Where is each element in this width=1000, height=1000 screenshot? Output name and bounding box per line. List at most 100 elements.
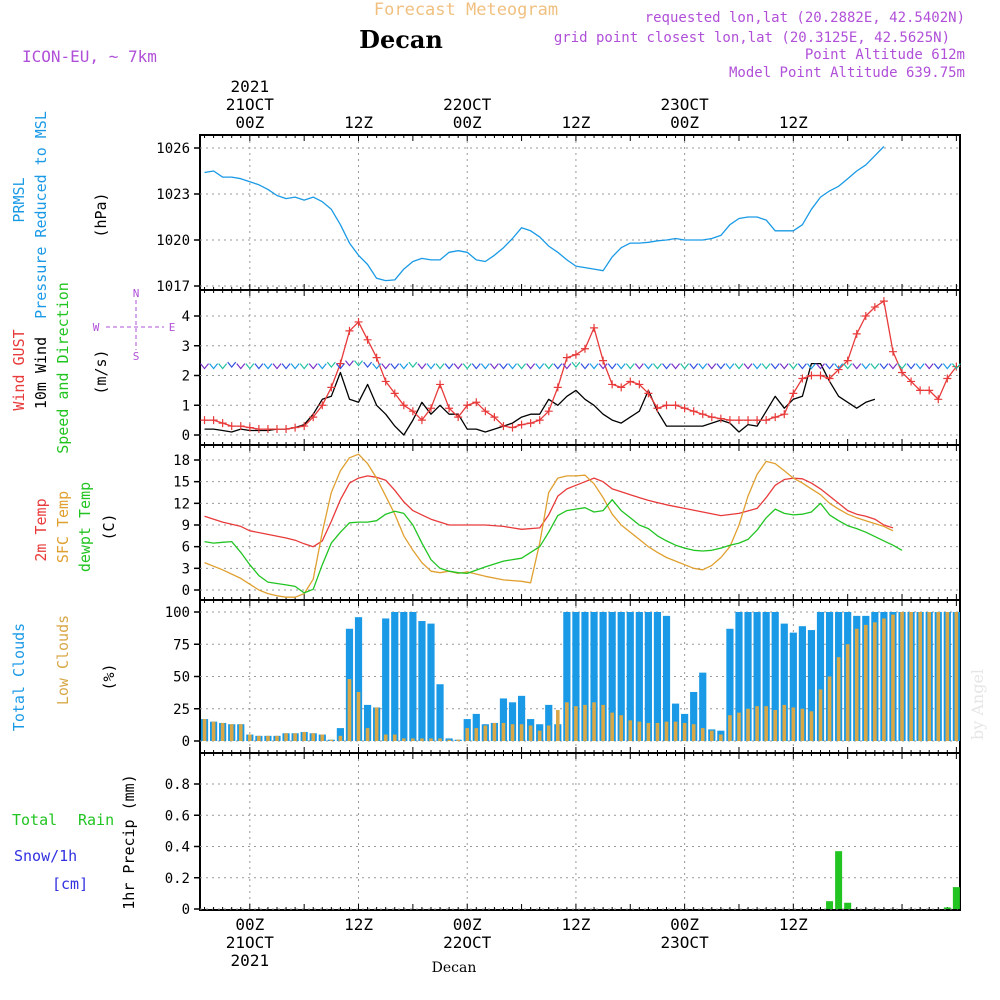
low-clouds-bar — [528, 725, 533, 741]
low-clouds-bar — [891, 614, 895, 741]
total-clouds-bar — [635, 612, 643, 741]
low-clouds-bar — [637, 721, 642, 741]
top-time-label: 00Z — [453, 113, 482, 132]
bottom-time-label: 12Z — [344, 915, 373, 934]
wind-direction-arrow — [236, 363, 246, 370]
wind-label-10m: 10m Wind — [32, 337, 50, 409]
ytick-label: 2 — [182, 369, 190, 385]
wind-direction-arrow — [734, 363, 744, 370]
low-clouds-bar — [827, 676, 832, 741]
low-clouds-bar — [628, 720, 633, 741]
wind-direction-arrow — [825, 363, 835, 370]
wind-direction-arrow — [906, 363, 916, 370]
gust-marker — [499, 422, 508, 431]
ytick-label: 15 — [173, 475, 190, 491]
gust-marker — [771, 413, 780, 422]
total-clouds-bar — [418, 621, 426, 741]
total-clouds-bar — [789, 632, 797, 741]
gust-marker — [336, 359, 345, 368]
gust-marker — [870, 303, 879, 312]
gust-marker — [282, 425, 291, 434]
compass-s: S — [133, 350, 140, 363]
wind-direction-arrow — [870, 363, 880, 370]
gridpoint-coords: grid point closest lon,lat (20.3125E, 42… — [554, 30, 950, 46]
wind-direction-arrow — [408, 361, 418, 369]
wind-ylabel: Wind GUST 10m Wind Speed and Direction (… — [10, 282, 110, 454]
gust-marker — [571, 350, 580, 359]
low-clouds-bar — [392, 734, 397, 741]
low-clouds-bar — [664, 721, 669, 741]
pressure-series — [204, 146, 885, 282]
low-clouds-bar — [737, 712, 741, 741]
ytick-label: 100 — [165, 605, 190, 621]
low-clouds-bar — [583, 704, 587, 741]
gust-marker — [508, 423, 517, 432]
low-clouds-bar — [592, 702, 596, 741]
low-clouds-bar — [238, 724, 243, 741]
bottom-time-label: 21OCT — [226, 933, 275, 952]
wind-direction-arrow — [643, 363, 653, 370]
requested-coords: requested lon,lat (20.2882E, 42.5402N) — [645, 10, 965, 26]
low-clouds-bar — [945, 612, 950, 741]
ytick-label: 0.8 — [165, 777, 190, 793]
gust-marker — [254, 425, 263, 434]
precip-ylabel: 1hr Precip (mm) — [120, 774, 138, 909]
gust-marker — [426, 404, 435, 413]
low-clouds-bar — [456, 739, 460, 741]
wind-direction-arrow — [607, 363, 617, 370]
wind-direction-arrow — [598, 363, 608, 370]
gust-marker — [762, 416, 771, 425]
low-clouds-bar — [601, 704, 605, 741]
ytick-label: 1023 — [156, 187, 190, 203]
total-clouds-bar — [354, 617, 363, 741]
gust-marker — [888, 347, 897, 356]
total-clouds-bar — [545, 704, 553, 741]
low-clouds-bar — [402, 738, 406, 741]
low-clouds-bar — [836, 657, 841, 741]
gust-marker — [807, 371, 816, 380]
wind-direction-arrow — [725, 363, 735, 370]
wind-label-gust: Wind GUST — [10, 329, 28, 410]
wind-direction-arrow — [843, 363, 853, 370]
low-clouds-bar — [220, 722, 225, 741]
low-clouds-bar — [863, 624, 868, 741]
low-clouds-bar — [764, 706, 768, 741]
total-clouds-bar — [391, 612, 399, 741]
wind-direction-arrow — [743, 363, 753, 370]
low-clouds-bar — [311, 733, 316, 741]
wind-direction-arrow — [707, 363, 717, 370]
low-clouds-bar — [854, 628, 859, 741]
low-clouds-bar — [909, 612, 913, 741]
gust-marker — [916, 386, 925, 395]
gust-marker — [526, 419, 535, 428]
wind-direction-arrow — [933, 363, 943, 370]
gust-marker — [580, 344, 589, 353]
ytick-label: 0.4 — [165, 840, 190, 856]
top-time-label: 12Z — [561, 113, 590, 132]
wind-direction-arrow — [915, 363, 925, 370]
panel-frame — [199, 752, 961, 911]
compass-n: N — [133, 287, 140, 300]
bottom-time-label: 00Z — [453, 915, 482, 934]
ytick-label: 9 — [182, 518, 190, 534]
gust-marker — [245, 423, 254, 432]
gust-marker — [472, 398, 481, 407]
precip-bar — [844, 902, 852, 909]
precip-bar — [952, 887, 960, 909]
low-clouds-bar — [791, 707, 796, 741]
total-clouds-bar — [572, 612, 580, 741]
wind-direction-arrow — [816, 363, 825, 370]
top-time-label: 12Z — [344, 113, 373, 132]
wind-direction-arrow — [942, 363, 952, 370]
low-clouds-bar — [302, 731, 306, 741]
total-clouds-bar — [590, 612, 598, 741]
gust-marker — [798, 374, 807, 383]
model-label: ICON-EU, ~ 7km — [22, 47, 157, 66]
low-clouds-bar — [900, 612, 904, 741]
total-clouds-bar — [472, 713, 480, 741]
low-clouds-bar — [927, 612, 932, 741]
wind-direction-arrow — [363, 361, 373, 369]
total-clouds-bar — [445, 738, 453, 741]
ytick-label: 0 — [182, 583, 190, 599]
